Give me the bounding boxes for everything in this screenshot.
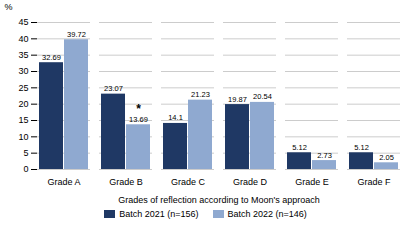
- svg-text:5.12: 5.12: [354, 143, 369, 152]
- svg-text:Grade D: Grade D: [233, 177, 268, 187]
- svg-text:20.54: 20.54: [253, 92, 272, 101]
- svg-text:%: %: [5, 2, 13, 12]
- svg-text:2.73: 2.73: [317, 151, 332, 160]
- svg-text:Grades of reflection according: Grades of reflection according to Moon's…: [118, 195, 319, 205]
- svg-text:14.1: 14.1: [168, 113, 183, 122]
- svg-text:19.87: 19.87: [228, 95, 247, 104]
- svg-text:21.23: 21.23: [191, 90, 210, 99]
- html-text:Batch 2022 (n=146): Batch 2022 (n=146): [227, 209, 307, 219]
- svg-text:2.05: 2.05: [379, 153, 394, 162]
- svg-text:Grade F: Grade F: [357, 177, 391, 187]
- svg-text:30: 30: [18, 66, 28, 76]
- svg-text:Grade C: Grade C: [171, 177, 206, 187]
- svg-text:39.72: 39.72: [67, 30, 86, 39]
- svg-text:Grade A: Grade A: [47, 177, 80, 187]
- svg-text:*: *: [136, 102, 141, 116]
- html-text:Batch 2021 (n=156): Batch 2021 (n=156): [119, 209, 199, 219]
- svg-text:0: 0: [23, 164, 28, 174]
- svg-text:5: 5: [23, 148, 28, 158]
- svg-text:15: 15: [18, 115, 28, 125]
- svg-text:Grade E: Grade E: [295, 177, 329, 187]
- svg-text:25: 25: [18, 83, 28, 93]
- svg-text:Grade B: Grade B: [109, 177, 143, 187]
- svg-text:45: 45: [18, 17, 28, 27]
- svg-text:10: 10: [18, 132, 28, 142]
- svg-text:5.12: 5.12: [292, 143, 307, 152]
- svg-text:40: 40: [18, 34, 28, 44]
- svg-text:32.69: 32.69: [42, 53, 61, 62]
- svg-text:20: 20: [18, 99, 28, 109]
- svg-text:13.69: 13.69: [129, 115, 148, 124]
- svg-text:23.07: 23.07: [104, 84, 123, 93]
- svg-text:35: 35: [18, 50, 28, 60]
